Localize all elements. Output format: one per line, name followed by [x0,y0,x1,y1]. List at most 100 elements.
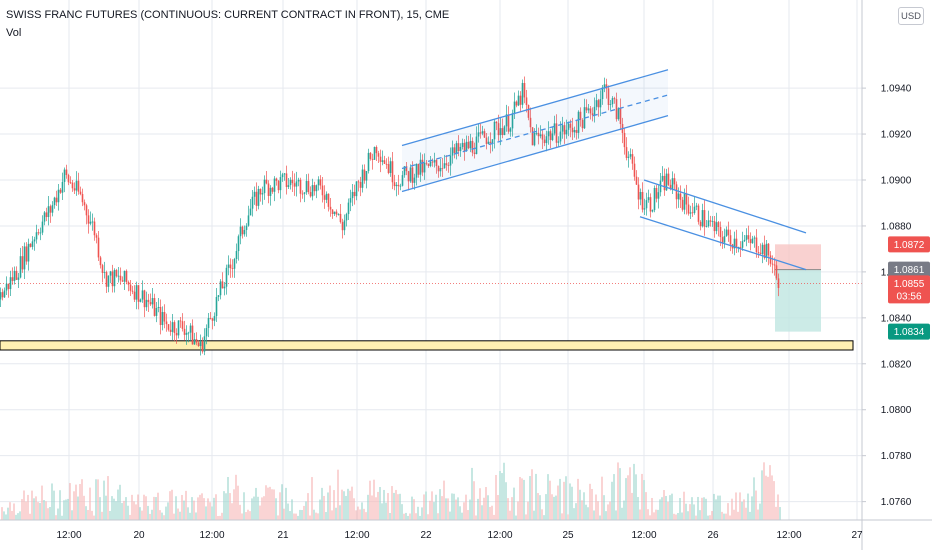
volume-bar [33,498,35,520]
volume-bar [171,489,173,520]
candle-body [739,246,742,248]
volume-bar [19,511,21,520]
candle-body [733,238,736,249]
candle-body [437,166,440,172]
volume-bar [593,510,595,520]
candle-body [141,290,144,300]
candle-body [203,336,206,352]
target-price-badge: 1.0834 [894,327,925,338]
candle-body [275,178,278,181]
candle-body [31,241,34,247]
volume-bar [679,498,681,520]
candle-body [367,152,370,172]
volume-bar [457,497,459,520]
candle-body [417,163,420,175]
candle-body [513,101,516,114]
candle-body [149,302,152,305]
candle-body [341,222,344,231]
volume-bar [471,467,473,520]
volume-bar [297,515,299,520]
candle-body [631,154,634,164]
entry-price-badge-bg [888,261,930,278]
candle-body [111,271,114,287]
volume-bar [623,500,625,520]
volume-bar [139,507,141,520]
volume-bar [423,494,425,520]
candle-body [563,125,566,135]
candle-body [187,332,190,334]
candle-body [595,100,598,107]
volume-bar [197,497,199,520]
short-position-tool[interactable] [0,244,862,332]
candle-body [55,197,58,203]
candle-body [339,213,342,223]
candle-body [11,277,14,281]
volume-bar [357,506,359,520]
volume-bar [421,507,423,520]
candle-body [431,161,434,163]
chart-title: SWISS FRANC FUTURES (CONTINUOUS: CURRENT… [6,9,450,21]
candle-body [381,160,384,162]
volume-bar [405,512,407,520]
candle-body [107,275,110,287]
volume-indicator-label[interactable]: Vol [6,27,22,39]
candle-body [359,182,362,188]
volume-bar [667,501,669,520]
volume-bar [289,511,291,520]
volume-bar [67,498,69,520]
candle-body [627,156,630,158]
candle-body [249,208,252,216]
candle-body [661,175,664,181]
candle-body [45,212,48,218]
volume-bar [47,508,49,520]
candle-body [175,333,178,336]
ascending-channel-middle [401,94,669,170]
volume-bar [695,515,697,520]
candle-body [113,270,116,287]
support-zone[interactable] [0,340,854,351]
candle-body [185,332,188,335]
candle-body [705,226,708,227]
candle-body [73,188,76,191]
volume-bar [167,502,169,520]
candle-body [399,185,402,187]
volume-bar [731,498,733,520]
trend-channels[interactable] [401,69,807,271]
volume-bar [181,494,183,520]
volume-bar [769,465,771,520]
volume-bar [277,515,279,520]
volume-bar [175,496,177,520]
currency-button[interactable]: USD [898,7,924,25]
candle-body [451,147,454,156]
candle-body [267,183,270,196]
volume-bar [351,486,353,520]
volume-bar [449,511,451,520]
volume-bar [11,510,13,520]
candle-body [265,179,268,184]
y-tick-label: 1.0900 [881,176,912,187]
candle-body [651,210,654,212]
candle-body [269,187,272,196]
candle-body [369,152,372,159]
volume-bar [107,476,109,520]
candle-body [673,178,676,185]
candle-body [443,163,446,169]
candle-body [125,270,128,283]
candle-body [557,141,560,143]
volume-bar [757,509,759,520]
volume-bar [561,513,563,520]
volume-bar [283,508,285,520]
candle-body [307,180,310,193]
candle-body [53,197,56,206]
volume-bar [105,495,107,520]
y-tick-label: 1.0780 [881,451,912,462]
volume-bar [261,497,263,520]
candle-body [103,272,106,273]
volume-bar [189,512,191,520]
volume-bar [39,503,41,520]
candle-body [17,277,20,280]
volume-bar [645,492,647,520]
candle-body [91,221,94,223]
candle-body [181,321,184,329]
